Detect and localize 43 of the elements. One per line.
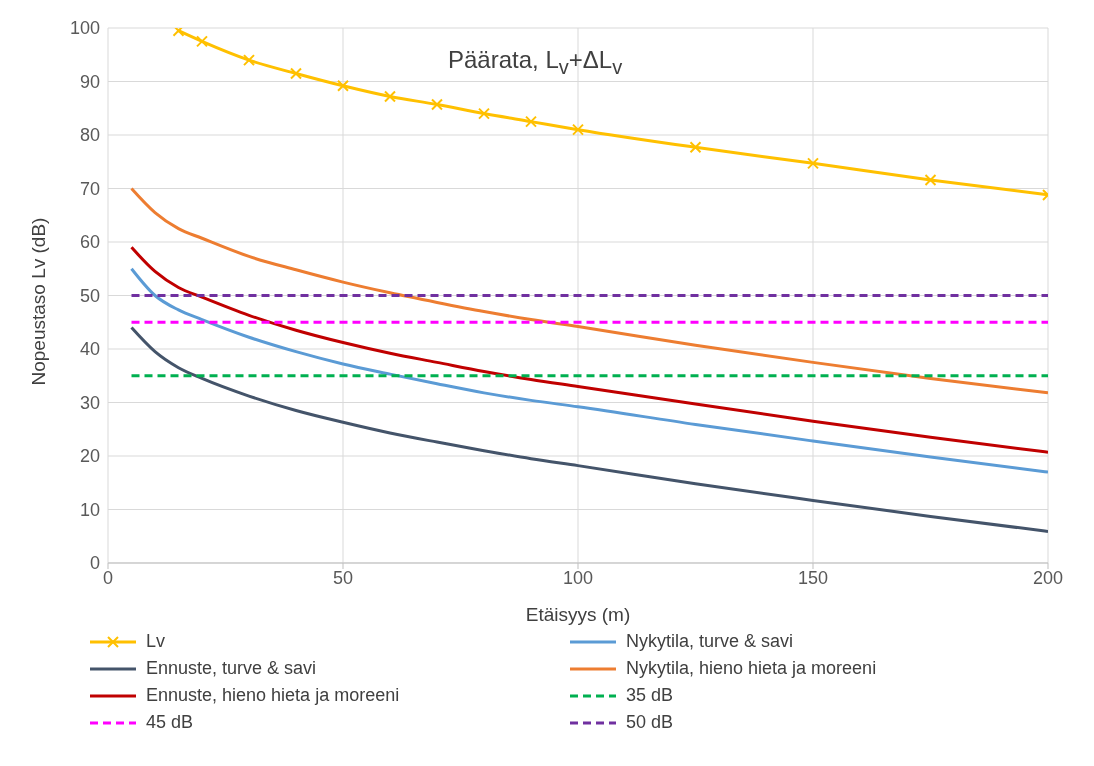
legend-label: Lv — [146, 631, 166, 652]
y-tick-label: 10 — [79, 499, 100, 520]
y-tick-label: 40 — [79, 339, 100, 360]
line-series — [130, 187, 1048, 395]
legend-label: 35 dB — [626, 685, 674, 706]
x-tick-label: 100 — [562, 567, 594, 588]
x-tick-label: 200 — [1032, 567, 1064, 588]
line-series — [130, 267, 1048, 474]
y-axis-title: Nopeustaso Lv (dB) — [27, 217, 49, 386]
point — [290, 67, 302, 80]
y-tick-label: 100 — [69, 18, 100, 39]
y-tick-label: 90 — [79, 71, 100, 92]
point — [478, 107, 490, 120]
legend-label: Nykytila, hieno hieta ja moreeni — [626, 658, 877, 679]
point — [572, 123, 584, 136]
point — [689, 141, 702, 154]
x-tick-label: 50 — [332, 567, 354, 588]
y-tick-label: 80 — [79, 125, 100, 146]
point — [924, 173, 937, 186]
x-tick-label: 150 — [797, 567, 829, 588]
point — [384, 90, 396, 103]
legend-label: Nykytila, turve & savi — [626, 631, 794, 652]
legend-label: 45 dB — [146, 712, 194, 733]
point — [525, 115, 537, 128]
x-tick-label: 0 — [102, 567, 114, 588]
point — [337, 79, 349, 92]
y-tick-label: 20 — [79, 446, 100, 467]
x-axis-title: Etäisyys (m) — [525, 604, 631, 625]
legend-label: Ennuste, hieno hieta ja moreeni — [146, 685, 400, 706]
legend-label: 50 dB — [626, 712, 674, 733]
point — [243, 54, 255, 67]
point — [196, 35, 208, 48]
point — [807, 157, 819, 170]
text: Päärata, L$_{v}$+ΔL$_{v}$ — [448, 46, 623, 79]
y-tick-label: 50 — [79, 285, 100, 306]
line-series — [130, 245, 1048, 454]
y-tick-label: 70 — [79, 178, 100, 199]
line-series — [130, 326, 1048, 533]
y-tick-label: 0 — [89, 553, 100, 574]
point — [431, 98, 443, 111]
y-tick-label: 30 — [79, 392, 100, 413]
y-tick-label: 60 — [79, 232, 100, 253]
legend-label: Ennuste, turve & savi — [146, 658, 317, 679]
